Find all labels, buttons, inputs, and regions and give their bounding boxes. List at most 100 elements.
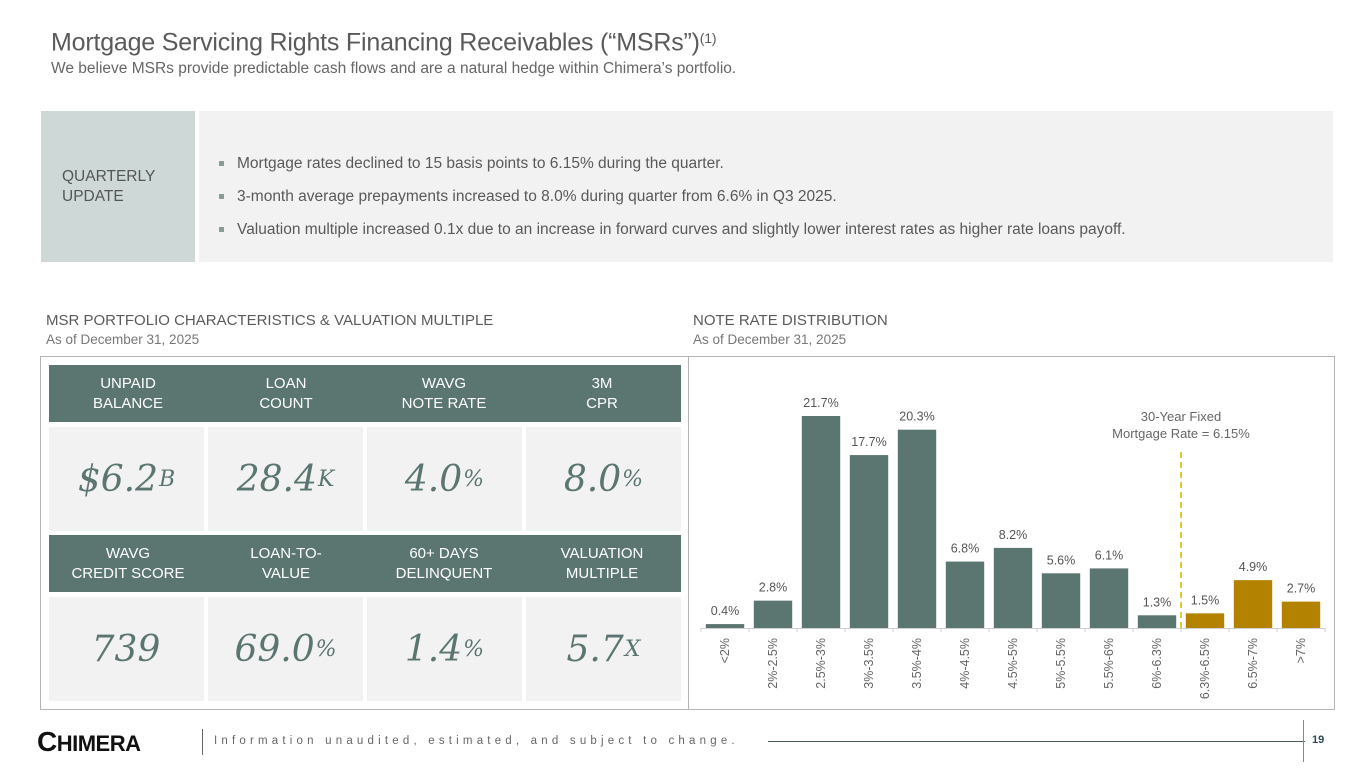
bullet-square-icon — [219, 161, 224, 166]
bar-3.5%-4% — [897, 429, 937, 628]
update-bullet: 3-month average prepayments increased to… — [219, 180, 1333, 213]
footer-page-divider — [1303, 720, 1304, 762]
quarterly-update-label: QUARTERLY UPDATE — [41, 111, 195, 262]
update-bullet-text: Mortgage rates declined to 15 basis poin… — [237, 154, 724, 172]
metric-header: WAVG CREDIT SCORE — [49, 535, 207, 592]
metric-unit: % — [463, 466, 485, 492]
x-tick-label: >7% — [1294, 638, 1308, 663]
quarterly-update-label-line1: QUARTERLY — [62, 167, 156, 185]
x-tick-label: 4%-4.5% — [958, 638, 972, 689]
bar-5.5%-6% — [1089, 568, 1129, 628]
metric-number: $6.2 — [77, 458, 158, 500]
data-label: 20.3% — [899, 410, 934, 424]
metric-number: 28.4 — [236, 458, 317, 500]
bar-5%-5.5% — [1041, 573, 1081, 628]
footer-rule — [768, 741, 1305, 742]
data-label: 8.2% — [999, 528, 1028, 542]
page-title: Mortgage Servicing Rights Financing Rece… — [51, 28, 716, 57]
bar-4%-4.5% — [945, 561, 985, 628]
bar-6%-6.3% — [1137, 615, 1177, 628]
chimera-logo: CHIMERA — [37, 726, 141, 757]
metric-header-line1: WAVG — [421, 374, 467, 392]
x-tick-label: 4.5%-5% — [1006, 638, 1020, 689]
data-label: 1.5% — [1191, 593, 1220, 607]
metric-header-line1: LOAN-TO- — [250, 544, 322, 562]
metrics-value-row-1: $6.2 B 28.4 K 4.0% 8.0% — [49, 427, 681, 531]
metric-header-line2: BALANCE — [92, 394, 164, 412]
metric-unit: % — [315, 636, 337, 662]
metric-header-line1: WAVG — [105, 544, 151, 562]
metric-header-line1: LOAN — [265, 374, 307, 392]
quarterly-update-label-line2: UPDATE — [62, 187, 124, 205]
data-label: 17.7% — [851, 435, 886, 449]
x-tick-label: 6.3%-6.5% — [1198, 638, 1212, 699]
metric-number: 1.4 — [404, 628, 463, 670]
x-tick-label: 6.5%-7% — [1246, 638, 1260, 689]
data-label: 5.6% — [1047, 553, 1076, 567]
metric-header-line2: MULTIPLE — [565, 564, 639, 582]
note-rate-bar-chart: 0.4% <2% 2.8% 2%-2.5% 21.7% 2.5%-3% 17.7% 3%-3.… — [700, 396, 1326, 699]
metric-header-line2: NOTE RATE — [401, 394, 487, 412]
bar-2%-2.5% — [753, 600, 793, 628]
metric-value-note-rate: 4.0% — [367, 427, 522, 531]
metric-header-line2: CPR — [586, 394, 618, 412]
x-tick-label: 2%-2.5% — [766, 638, 780, 689]
metrics-header-row-2: WAVG CREDIT SCORE LOAN-TO- VALUE 60+ DAYS D… — [49, 535, 681, 592]
metric-value-loan-count: 28.4 K — [208, 427, 363, 531]
metric-unit: X — [624, 636, 641, 662]
portfolio-heading: MSR PORTFOLIO CHARACTERISTICS & VALUATIO… — [46, 312, 494, 329]
metric-header-line1: VALUATION — [560, 544, 644, 562]
metric-header: 3M CPR — [523, 365, 681, 422]
metric-unit: K — [317, 466, 335, 492]
x-tick-label: 3.5%-4% — [910, 638, 924, 689]
metric-value-valuation-multiple: 5.7 X — [526, 597, 681, 701]
x-tick-label: 5.5%-6% — [1102, 638, 1116, 689]
data-label: 6.8% — [951, 542, 980, 556]
x-tick-label: 6%-6.3% — [1150, 638, 1164, 689]
metrics-header-row-1: UNPAID BALANCE LOAN COUNT WAVG NOTE RATE 3M… — [49, 365, 681, 422]
update-bullet: Mortgage rates declined to 15 basis poin… — [219, 147, 1333, 180]
metric-header-line2: CREDIT SCORE — [71, 564, 185, 582]
page-subtitle: We believe MSRs provide predictable cash… — [51, 60, 737, 77]
metric-number: 69.0 — [234, 628, 315, 670]
metric-header: UNPAID BALANCE — [49, 365, 207, 422]
data-label: 1.3% — [1143, 595, 1172, 609]
x-tick-label: 3%-3.5% — [862, 638, 876, 689]
bullet-square-icon — [219, 194, 224, 199]
metric-value-ltv: 69.0% — [208, 597, 363, 701]
metric-number: 739 — [91, 628, 161, 670]
bar-3%-3.5% — [849, 455, 889, 628]
data-label: 2.8% — [759, 581, 788, 595]
metric-header: WAVG NOTE RATE — [365, 365, 523, 422]
page-title-text: Mortgage Servicing Rights Financing Rece… — [51, 28, 700, 57]
reference-label-line1: 30-Year Fixed — [1141, 409, 1221, 424]
metric-header-line1: 3M — [591, 374, 613, 392]
metric-number: 4.0 — [404, 458, 463, 500]
metric-header: 60+ DAYS DELINQUENT — [365, 535, 523, 592]
metric-header: VALUATION MULTIPLE — [523, 535, 681, 592]
metrics-value-row-2: 739 69.0% 1.4% 5.7 X — [49, 597, 681, 701]
portfolio-metrics-panel: UNPAID BALANCE LOAN COUNT WAVG NOTE RATE 3M… — [40, 356, 689, 710]
metric-header-line2: VALUE — [261, 564, 311, 582]
page-number: 19 — [1312, 734, 1325, 746]
x-tick-label: 2.5%-3% — [814, 638, 828, 689]
metric-number: 8.0 — [563, 458, 622, 500]
distribution-heading: NOTE RATE DISTRIBUTION — [693, 312, 888, 329]
metric-header-line2: COUNT — [259, 394, 313, 412]
data-label: 6.1% — [1095, 548, 1124, 562]
bullet-square-icon — [219, 227, 224, 232]
metric-unit: B — [158, 466, 176, 492]
footer-divider — [202, 729, 203, 755]
update-bullet-text: Valuation multiple increased 0.1x due to… — [237, 220, 1126, 238]
x-tick-label: 5%-5.5% — [1054, 638, 1068, 689]
bar-6.5%-7% — [1233, 580, 1273, 628]
metric-header: LOAN COUNT — [207, 365, 365, 422]
metric-header-line2: DELINQUENT — [395, 564, 493, 582]
metric-header-line1: 60+ DAYS — [409, 544, 479, 562]
metric-value-cpr: 8.0% — [526, 427, 681, 531]
data-label: 0.4% — [711, 604, 740, 618]
data-label: 2.7% — [1287, 582, 1316, 596]
data-label: 21.7% — [803, 396, 838, 410]
note-rate-chart-panel: 0.4% <2% 2.8% 2%-2.5% 21.7% 2.5%-3% 17.7% 3%-3.… — [688, 356, 1335, 710]
bar-<2% — [705, 624, 745, 628]
